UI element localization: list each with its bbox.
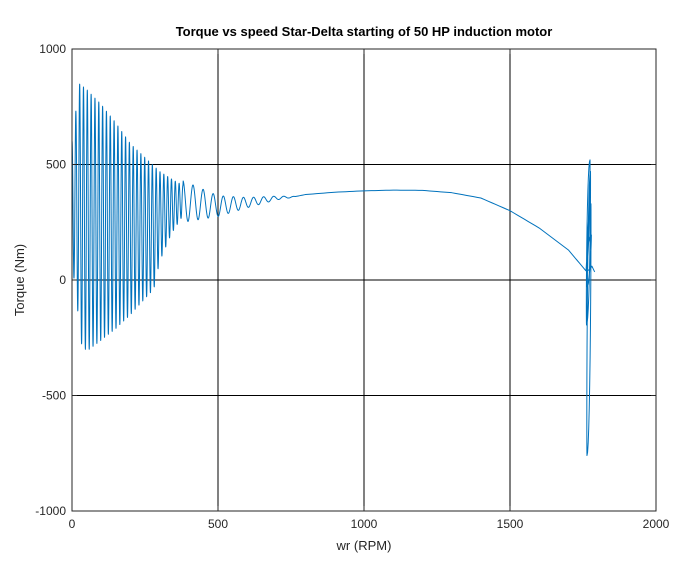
- y-axis-label: Torque (Nm): [12, 244, 27, 316]
- y-tick-label: -500: [42, 389, 66, 403]
- torque-series-line: [71, 83, 596, 457]
- tick-layer: 0 500 1000 1500 2000 -1000 -500 0 500 1000: [35, 42, 669, 531]
- chart-title: Torque vs speed Star-Delta starting of 5…: [176, 24, 553, 39]
- y-tick-label: 0: [59, 273, 66, 287]
- grid-layer: [72, 49, 656, 511]
- x-tick-label: 1500: [497, 517, 524, 531]
- y-tick-label: -1000: [35, 504, 66, 518]
- y-tick-label: 1000: [39, 42, 66, 56]
- x-axis-label: wr (RPM): [336, 538, 392, 553]
- y-tick-label: 500: [46, 158, 66, 172]
- x-tick-label: 1000: [351, 517, 378, 531]
- x-tick-label: 0: [69, 517, 76, 531]
- series-layer: [71, 83, 596, 457]
- x-tick-label: 2000: [643, 517, 670, 531]
- x-tick-label: 500: [208, 517, 228, 531]
